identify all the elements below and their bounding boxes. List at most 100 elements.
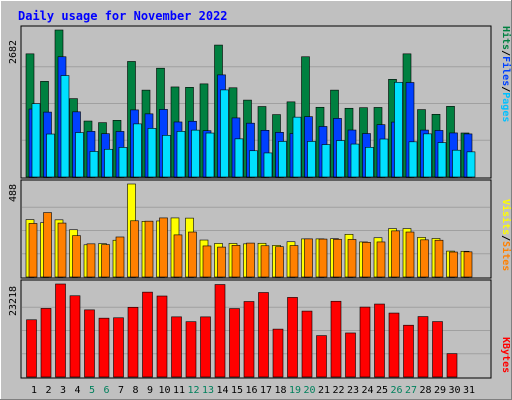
pages-bar (408, 141, 418, 178)
day-label: 28 (419, 385, 431, 396)
day-label: 10 (158, 385, 170, 396)
kbytes-bar (55, 283, 66, 378)
files-legend-text: Files (500, 56, 512, 86)
kbytes-bar (214, 284, 226, 378)
pages-bar (452, 149, 461, 178)
kbytes-bar (272, 328, 284, 378)
chart-title: Daily usage for November 2022 (18, 9, 228, 23)
day-label: 18 (274, 385, 286, 396)
pages-bar (466, 151, 476, 178)
kbytes-legend-text: KBytes (500, 337, 511, 373)
pages-bar (307, 141, 316, 178)
sites-bar (86, 243, 96, 278)
day-label: 9 (147, 385, 153, 396)
kbytes-bar (316, 335, 327, 378)
kbytes-bar (185, 321, 197, 378)
sites-bar (188, 231, 197, 278)
day-label: 2 (45, 385, 51, 396)
kbytes-bar (40, 308, 52, 378)
pages-bar (191, 129, 200, 178)
pages-bar (31, 103, 41, 178)
day-label: 21 (318, 385, 330, 396)
sites-bar (130, 220, 139, 278)
sites-bar (101, 244, 110, 278)
kbytes-bar (127, 306, 139, 378)
day-label: 30 (448, 385, 460, 396)
kbytes-bar (301, 310, 313, 378)
kbytes-bar (258, 292, 269, 378)
sites-bar (231, 245, 241, 278)
legend-separator: / (500, 235, 511, 241)
pages-bar (75, 132, 84, 178)
pages-bar (46, 133, 55, 178)
visits-legend-text: Visits (500, 199, 512, 235)
sites-bar (260, 245, 270, 278)
sites-bar (405, 231, 415, 278)
kbytes-ymax-label: 23218 (8, 286, 19, 316)
sites-bar (362, 242, 371, 278)
pages-bar (162, 135, 171, 178)
sites-bar (159, 217, 168, 278)
kbytes-bar (345, 332, 356, 378)
hits-ymax-label: 2682 (8, 40, 19, 64)
pages-bar (263, 152, 273, 178)
kbytes-bar (156, 295, 168, 378)
kbytes-bar (69, 295, 81, 378)
day-label: 7 (118, 385, 124, 396)
sites-bar (289, 245, 299, 278)
kbytes-bar (229, 308, 240, 378)
legend-separator: / (500, 50, 511, 56)
sites-bar (275, 246, 284, 278)
day-label: 27 (405, 385, 417, 396)
kbytes-bar (432, 321, 443, 378)
day-label: 31 (463, 385, 475, 396)
day-label: 22 (332, 385, 344, 396)
day-label: 14 (216, 385, 228, 396)
pages-bar (205, 132, 215, 178)
sites-bar (144, 220, 154, 278)
day-label: 1 (31, 385, 37, 396)
bars-layer (25, 29, 476, 378)
kbytes-bar (84, 309, 95, 378)
pages-bar (394, 81, 403, 178)
day-label: 11 (173, 385, 185, 396)
sites-legend-text: Sites (500, 241, 512, 271)
pages-bar (437, 142, 447, 178)
sites-bar (28, 223, 38, 278)
day-label: 8 (132, 385, 138, 396)
day-label: 4 (74, 385, 80, 396)
pages-bar (220, 89, 229, 178)
pages-bar (350, 143, 360, 178)
pages-bar (133, 123, 142, 178)
kbytes-bar (417, 316, 429, 378)
pages-bar (118, 147, 128, 178)
day-label: 25 (376, 385, 388, 396)
kbytes-bar (330, 300, 342, 378)
sites-visits-legend: Visits/Sites (500, 199, 512, 271)
day-label: 17 (260, 385, 272, 396)
hits-legend-text: Hits (500, 26, 512, 50)
pages-bar (365, 146, 374, 178)
kbytes-bar (113, 317, 124, 378)
kbytes-bar (26, 319, 37, 378)
pages-bar (423, 133, 432, 178)
day-label: 29 (434, 385, 446, 396)
visits-ymax-label: 488 (8, 184, 19, 202)
pages-bar (321, 144, 331, 178)
kbytes-bar (243, 301, 255, 378)
pages-bar (89, 151, 99, 178)
day-label: 5 (89, 385, 95, 396)
day-label: 24 (361, 385, 373, 396)
day-label: 16 (245, 385, 257, 396)
day-label: 26 (390, 385, 402, 396)
sites-bar (318, 238, 328, 278)
sites-bar (57, 222, 67, 278)
sites-bar (202, 245, 212, 278)
day-label: 20 (303, 385, 315, 396)
sites-bar (463, 251, 473, 278)
kbytes-bar (287, 297, 298, 378)
sites-bar (333, 238, 342, 278)
sites-bar (391, 230, 400, 278)
kbytes-bar (142, 291, 153, 378)
